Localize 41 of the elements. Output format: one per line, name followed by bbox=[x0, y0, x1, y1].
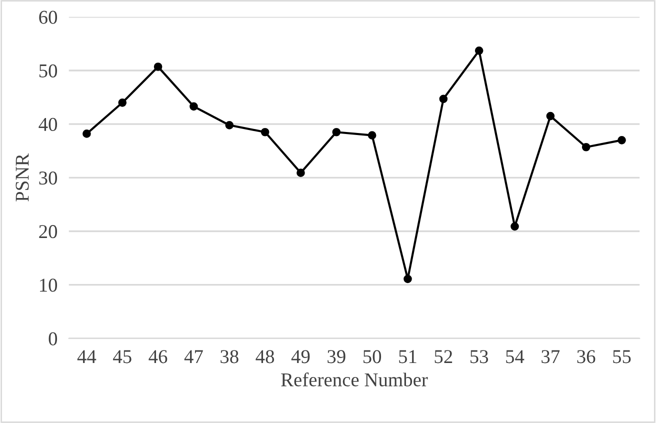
x-tick-label: 44 bbox=[77, 350, 96, 364]
point bbox=[296, 168, 305, 178]
point bbox=[546, 112, 555, 120]
x-tick-label: 36 bbox=[577, 350, 596, 364]
point bbox=[582, 142, 590, 152]
point bbox=[225, 120, 234, 130]
x-tick-label: 54 bbox=[506, 350, 524, 364]
x-tick-label: 55 bbox=[613, 350, 631, 364]
y-tick-label: 30 bbox=[39, 171, 58, 185]
x-tick-label: 53 bbox=[470, 350, 488, 364]
x-tick-label: 52 bbox=[434, 350, 452, 364]
point bbox=[154, 62, 162, 71]
x-tick-label: 39 bbox=[328, 350, 346, 364]
y-tick-label: 0 bbox=[48, 332, 58, 346]
point bbox=[118, 98, 127, 107]
point bbox=[404, 274, 412, 284]
point bbox=[510, 222, 519, 231]
y-tick-label: 50 bbox=[39, 64, 58, 78]
x-tick-label: 51 bbox=[399, 350, 416, 364]
x-axis-title: Reference Number bbox=[281, 372, 428, 386]
x-tick-label: 47 bbox=[184, 350, 203, 364]
y-tick-label: 20 bbox=[39, 225, 58, 238]
x-tick-label: 49 bbox=[291, 350, 310, 364]
y-tick-label: 10 bbox=[40, 278, 58, 292]
point bbox=[260, 128, 270, 136]
point bbox=[332, 128, 341, 136]
y-tick-label: 60 bbox=[39, 10, 58, 24]
point bbox=[618, 136, 626, 144]
point bbox=[82, 130, 91, 138]
x-tick-label: 48 bbox=[256, 350, 274, 364]
y-tick-label: 40 bbox=[38, 118, 58, 132]
x-tick-label: 37 bbox=[542, 350, 560, 364]
x-tick-label: 50 bbox=[363, 350, 382, 364]
point bbox=[190, 102, 198, 111]
x-tick-label: 46 bbox=[148, 350, 168, 364]
point bbox=[474, 46, 484, 55]
x-tick-label: 38 bbox=[220, 350, 238, 364]
y-axis-title: PSNR bbox=[16, 153, 29, 202]
point bbox=[439, 94, 448, 104]
x-tick-label: 45 bbox=[113, 350, 132, 364]
point bbox=[368, 131, 376, 140]
